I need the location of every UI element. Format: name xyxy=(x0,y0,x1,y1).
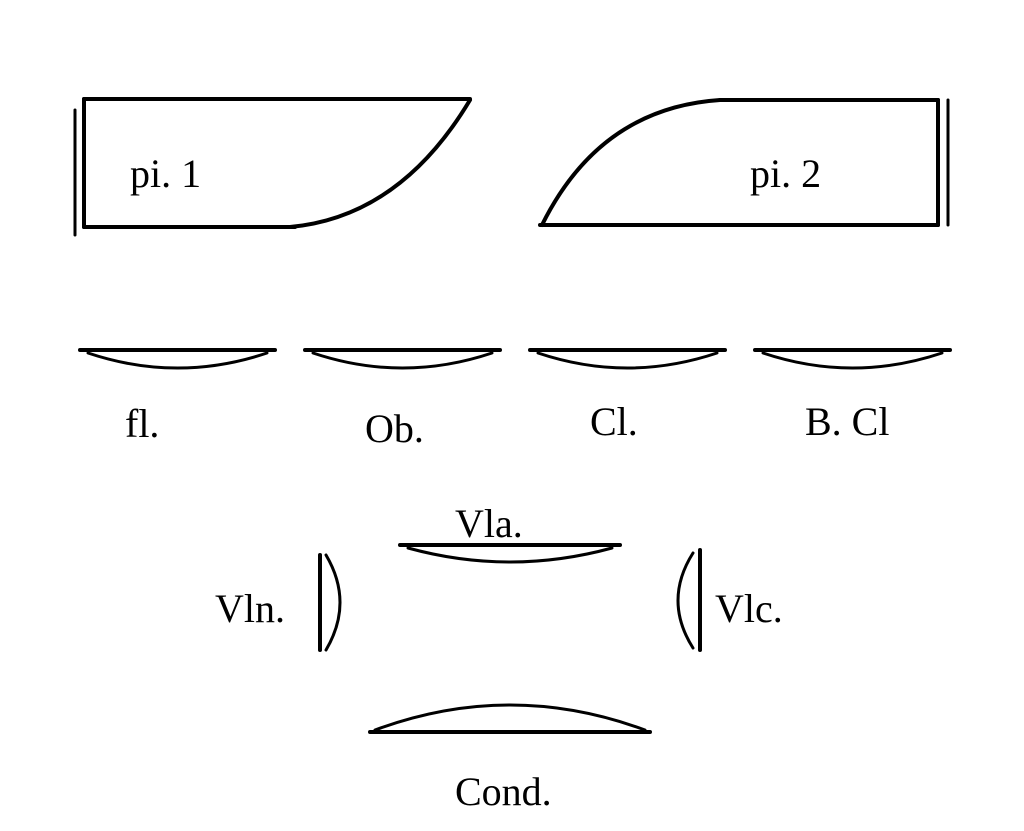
conductor-label: Cond. xyxy=(455,768,552,815)
flute-label: fl. xyxy=(125,400,159,447)
oboe-label: Ob. xyxy=(365,405,424,452)
cello-label: Vlc. xyxy=(715,585,783,632)
bass-clarinet-label: B. Cl xyxy=(805,398,889,445)
viola-label: Vla. xyxy=(455,500,523,547)
piano1-label: pi. 1 xyxy=(130,150,201,197)
violin-label: Vln. xyxy=(215,585,285,632)
clarinet-label: Cl. xyxy=(590,398,638,445)
piano2-label: pi. 2 xyxy=(750,150,821,197)
